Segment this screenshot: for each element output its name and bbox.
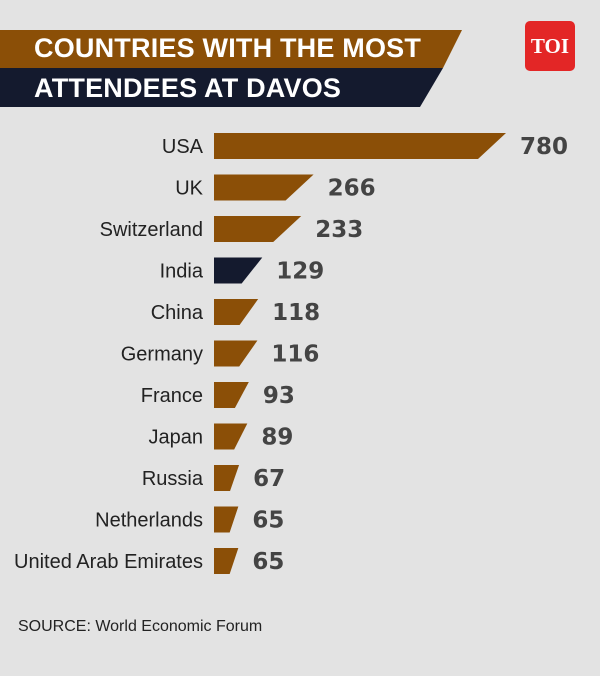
category-label: Switzerland xyxy=(100,219,203,241)
bar-chart: USA 780 UK 266 Switzerland 233 India 129 China 11… xyxy=(14,133,568,575)
value-label: 116 xyxy=(271,342,319,368)
value-label: 89 xyxy=(261,425,293,451)
category-label: USA xyxy=(162,136,204,158)
category-label: UK xyxy=(175,178,203,200)
banner-shapes xyxy=(0,30,462,107)
bar-switzerland xyxy=(214,216,302,242)
bar-japan xyxy=(214,423,248,450)
value-label: 780 xyxy=(520,134,568,160)
bar-india xyxy=(214,257,263,284)
bar-russia xyxy=(214,465,240,491)
title-banner: COUNTRIES WITH THE MOST ATTENDEES AT DAV… xyxy=(0,0,600,110)
category-label: Germany xyxy=(121,344,203,366)
bar-united-arab-emirates xyxy=(214,548,239,574)
source-note: SOURCE: World Economic Forum xyxy=(18,618,263,635)
bar-uk xyxy=(214,174,314,201)
value-label: 233 xyxy=(315,217,363,243)
bar-france xyxy=(214,382,249,408)
category-label: Japan xyxy=(149,427,204,449)
category-label: India xyxy=(160,261,204,283)
bar-netherlands xyxy=(214,506,239,533)
banner-top-band xyxy=(0,30,462,68)
value-label: 67 xyxy=(253,466,285,492)
category-label: China xyxy=(151,302,204,324)
bar-china xyxy=(214,299,259,325)
category-label: France xyxy=(141,385,203,407)
banner-bottom-band xyxy=(0,68,443,107)
category-label: Netherlands xyxy=(95,510,203,532)
value-label: 65 xyxy=(252,549,284,575)
value-label: 118 xyxy=(272,300,320,326)
value-label: 266 xyxy=(328,176,376,202)
value-label: 129 xyxy=(276,259,324,285)
value-label: 65 xyxy=(252,508,284,534)
category-label: United Arab Emirates xyxy=(14,551,203,573)
category-label: Russia xyxy=(142,468,204,490)
chart-title-line-1: COUNTRIES WITH THE MOST xyxy=(34,33,422,63)
value-label: 93 xyxy=(263,383,295,409)
chart-title-line-2: ATTENDEES AT DAVOS xyxy=(34,73,342,103)
toi-logo: TOI xyxy=(525,21,575,71)
bar-germany xyxy=(214,340,258,367)
bar-usa xyxy=(214,133,506,159)
